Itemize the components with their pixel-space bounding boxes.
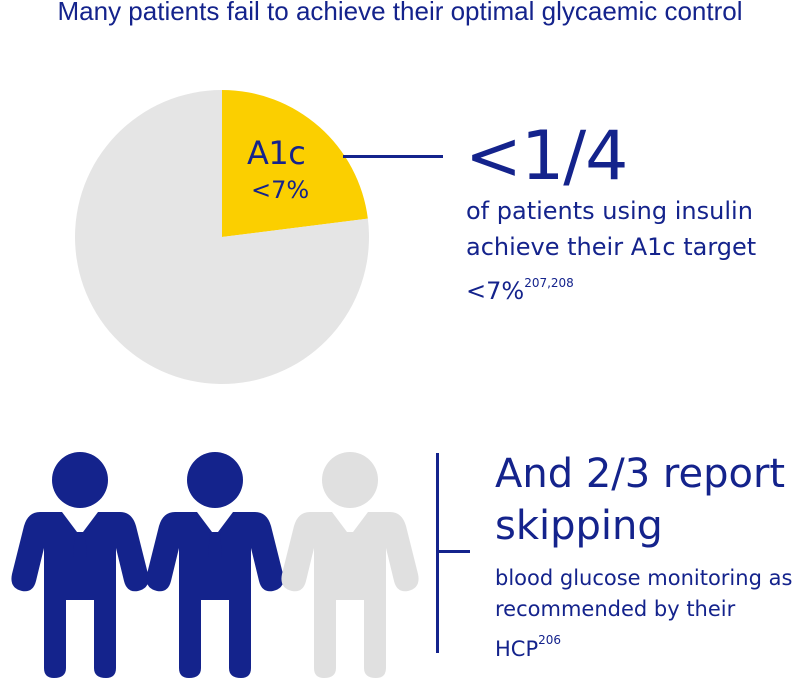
stat-two-headline: And 2/3 report skipping bbox=[495, 451, 786, 549]
page-title: Many patients fail to achieve their opti… bbox=[57, 0, 743, 26]
pie-slice-label-sub: <7% bbox=[251, 176, 310, 204]
pie-slice-remainder bbox=[74, 90, 369, 385]
stat-two-refs: 206 bbox=[538, 633, 562, 647]
person-icon bbox=[146, 452, 284, 678]
bracket-vertical-line bbox=[436, 453, 439, 653]
bracket-horizontal-line bbox=[436, 550, 470, 553]
people-icons bbox=[11, 452, 419, 678]
person-icon bbox=[11, 452, 149, 678]
pie-slice-a1c-under-7 bbox=[222, 90, 368, 237]
pie-chart bbox=[74, 90, 369, 385]
stat-one-description: of patients using insulin achieve their … bbox=[466, 193, 766, 309]
person-icon bbox=[281, 452, 419, 678]
stat-two-text: blood glucose monitoring as recommended … bbox=[495, 566, 793, 661]
stat-one-text: of patients using insulin achieve their … bbox=[466, 197, 757, 305]
stat-two-description: blood glucose monitoring as recommended … bbox=[495, 563, 795, 665]
stat-one-refs: 207,208 bbox=[524, 276, 574, 290]
stat-one-value: <1/4 bbox=[465, 117, 628, 196]
connector-line bbox=[343, 155, 443, 158]
pie-slice-label-main: A1c bbox=[247, 134, 306, 172]
